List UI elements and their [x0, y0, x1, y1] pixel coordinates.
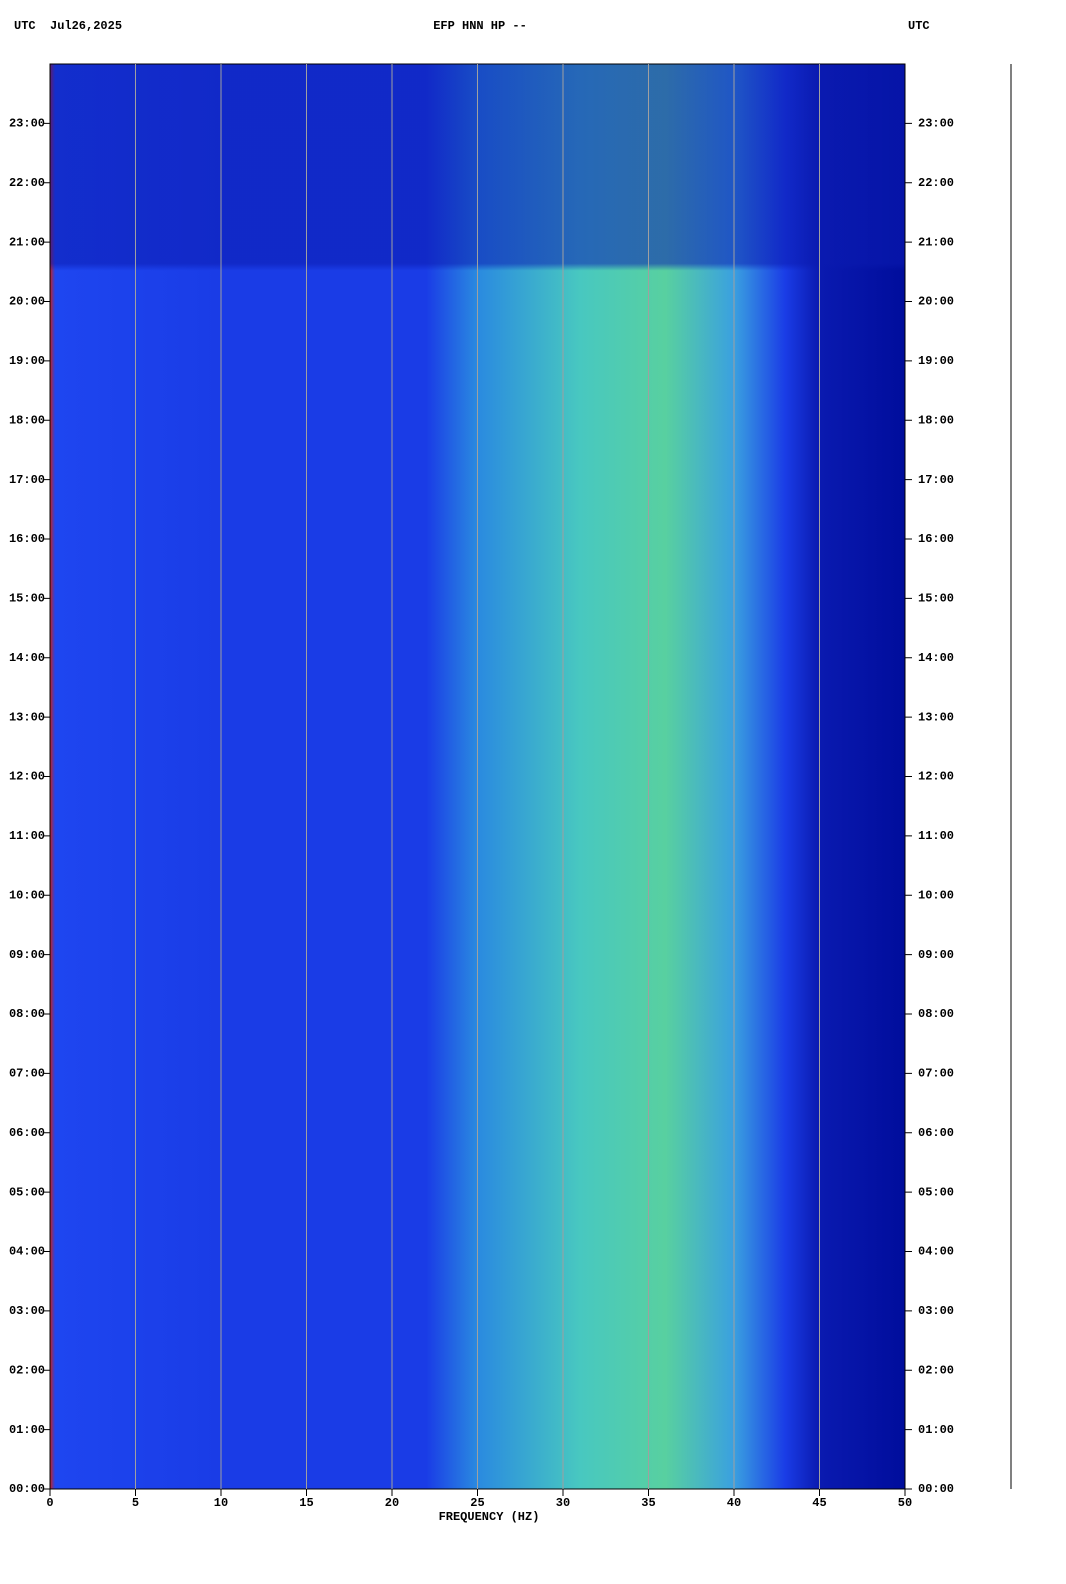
y-tick-label-right: 18:00: [918, 413, 954, 427]
x-tick-label: 50: [898, 1496, 912, 1510]
right-header: UTC: [908, 19, 930, 33]
y-tick-label-right: 06:00: [918, 1126, 954, 1140]
x-tick-label: 5: [132, 1496, 139, 1510]
y-tick-label: 08:00: [9, 1007, 45, 1021]
y-tick-label: 21:00: [9, 235, 45, 249]
x-tick-label: 40: [727, 1496, 741, 1510]
x-tick-label: 20: [385, 1496, 399, 1510]
y-tick-label-right: 23:00: [918, 117, 954, 131]
y-tick-label: 10:00: [9, 888, 45, 902]
y-tick-label: 22:00: [9, 176, 45, 190]
y-tick-label-right: 16:00: [918, 532, 954, 546]
y-tick-label: 05:00: [9, 1185, 45, 1199]
y-tick-label: 06:00: [9, 1126, 45, 1140]
y-tick-label: 13:00: [9, 710, 45, 724]
y-tick-label: 04:00: [9, 1245, 45, 1259]
y-tick-label-right: 20:00: [918, 295, 954, 309]
y-tick-label: 01:00: [9, 1423, 45, 1437]
y-tick-label: 11:00: [9, 829, 45, 843]
x-axis-label: FREQUENCY (HZ): [439, 1510, 540, 1524]
y-tick-label-right: 22:00: [918, 176, 954, 190]
y-tick-label-right: 15:00: [918, 592, 954, 606]
y-tick-label-right: 13:00: [918, 710, 954, 724]
y-tick-label: 00:00: [9, 1482, 45, 1496]
left-header: UTC Jul26,2025: [14, 19, 122, 33]
y-tick-label: 09:00: [9, 948, 45, 962]
y-tick-label: 19:00: [9, 354, 45, 368]
y-tick-label: 20:00: [9, 295, 45, 309]
x-tick-label: 10: [214, 1496, 228, 1510]
y-tick-label: 16:00: [9, 532, 45, 546]
y-tick-label: 12:00: [9, 770, 45, 784]
y-tick-label: 02:00: [9, 1363, 45, 1377]
y-tick-label: 23:00: [9, 117, 45, 131]
y-tick-label-right: 17:00: [918, 473, 954, 487]
y-tick-label: 15:00: [9, 592, 45, 606]
y-tick-label-right: 14:00: [918, 651, 954, 665]
x-tick-label: 35: [641, 1496, 655, 1510]
y-tick-label: 07:00: [9, 1067, 45, 1081]
x-tick-label: 15: [299, 1496, 313, 1510]
chart-title: EFP HNN HP --: [433, 19, 527, 33]
y-tick-label-right: 08:00: [918, 1007, 954, 1021]
y-tick-label-right: 11:00: [918, 829, 954, 843]
y-tick-label: 03:00: [9, 1304, 45, 1318]
y-tick-label-right: 02:00: [918, 1363, 954, 1377]
y-tick-label-right: 05:00: [918, 1185, 954, 1199]
y-tick-label-right: 19:00: [918, 354, 954, 368]
y-tick-label: 17:00: [9, 473, 45, 487]
x-tick-label: 25: [470, 1496, 484, 1510]
y-tick-label: 18:00: [9, 413, 45, 427]
y-tick-label-right: 10:00: [918, 888, 954, 902]
y-tick-label: 14:00: [9, 651, 45, 665]
y-tick-label-right: 01:00: [918, 1423, 954, 1437]
x-tick-label: 0: [46, 1496, 53, 1510]
x-tick-label: 45: [812, 1496, 826, 1510]
y-tick-label-right: 00:00: [918, 1482, 954, 1496]
y-tick-label-right: 21:00: [918, 235, 954, 249]
y-tick-label-right: 04:00: [918, 1245, 954, 1259]
y-tick-label-right: 07:00: [918, 1067, 954, 1081]
y-tick-label-right: 09:00: [918, 948, 954, 962]
x-tick-label: 30: [556, 1496, 570, 1510]
y-tick-label-right: 12:00: [918, 770, 954, 784]
y-tick-label-right: 03:00: [918, 1304, 954, 1318]
